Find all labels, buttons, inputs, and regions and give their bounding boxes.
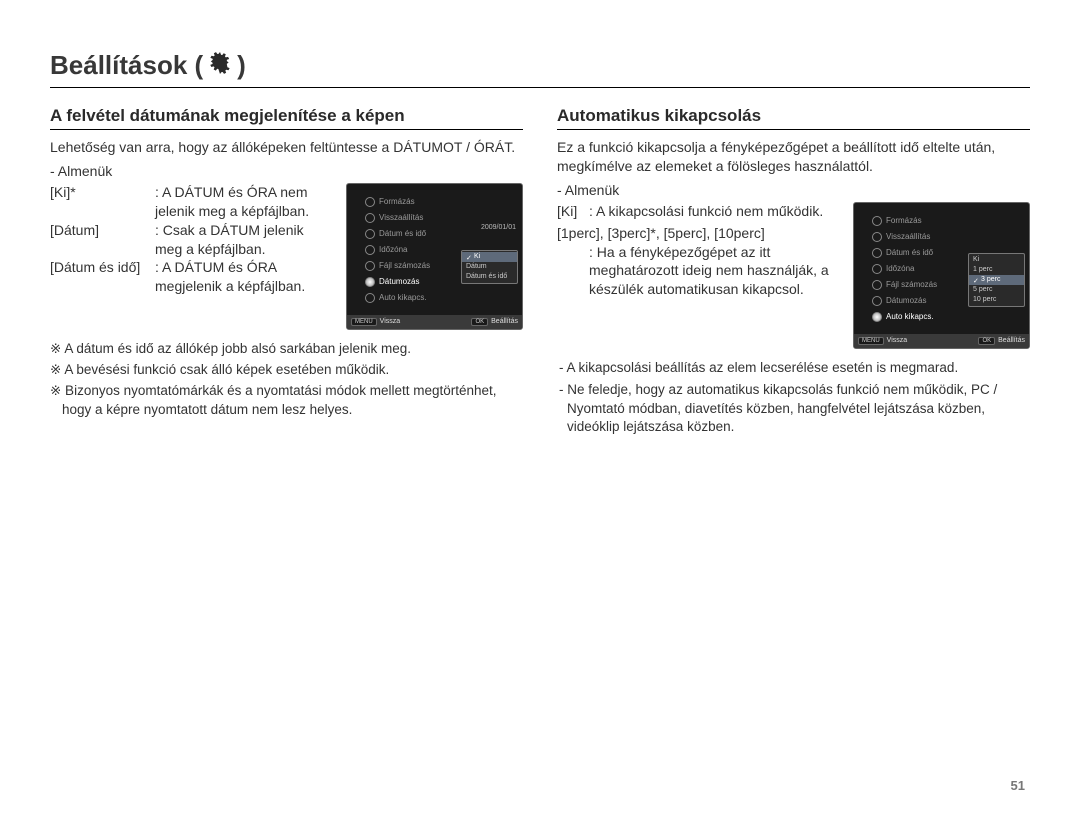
option-desc: : A DÁTUM és ÓRA megjelenik a képfájlban…	[155, 258, 334, 296]
note-line: ※ A bevésési funkció csak álló képek ese…	[50, 361, 523, 380]
left-option-row: [Dátum] : Csak a DÁTUM jelenik meg a kép…	[50, 221, 334, 259]
camera-lcd-left: Formázás Visszaállítás Dátum és idő Időz…	[346, 183, 523, 330]
ok-button-icon: OK	[471, 318, 488, 326]
right-options: [Ki] : A kikapcsolási funkció nem működi…	[557, 202, 841, 299]
note-line: ※ Bizonyos nyomtatómárkák és a nyomtatás…	[50, 382, 523, 420]
option-desc: : Csak a DÁTUM jelenik meg a képfájlban.	[155, 221, 334, 259]
check-icon: ✓	[466, 254, 472, 260]
lcd-popup-item: Dátum	[462, 262, 517, 272]
radio-icon	[872, 216, 882, 226]
note-line: ※ A dátum és idő az állókép jobb alsó sa…	[50, 340, 523, 359]
radio-icon	[872, 248, 882, 258]
left-option-row: [Dátum és idő] : A DÁTUM és ÓRA megjelen…	[50, 258, 334, 296]
option-key: [Dátum és idő]	[50, 258, 155, 296]
left-option-row: [Ki]* : A DÁTUM és ÓRA nem jelenik meg a…	[50, 183, 334, 221]
ok-button-icon: OK	[978, 337, 995, 345]
radio-icon	[365, 261, 375, 271]
lcd-menu-item: Formázás	[365, 194, 516, 210]
lcd-popup-item: 1 perc	[969, 265, 1024, 275]
bullet-line: - Ne feledje, hogy az automatikus kikapc…	[557, 381, 1030, 438]
right-submenu-label: - Almenük	[557, 182, 1030, 198]
left-column: A felvétel dátumának megjelenítése a kép…	[50, 106, 523, 443]
gear-icon	[209, 50, 231, 81]
radio-icon	[872, 296, 882, 306]
page-number: 51	[1011, 778, 1025, 793]
left-options: [Ki]* : A DÁTUM és ÓRA nem jelenik meg a…	[50, 183, 334, 296]
manual-page: Beállítások ( ) A felvétel dátumának meg…	[0, 0, 1080, 815]
lcd-popup-item: ✓3 perc	[969, 275, 1024, 285]
radio-icon	[365, 245, 375, 255]
radio-icon	[365, 197, 375, 207]
left-heading: A felvétel dátumának megjelenítése a kép…	[50, 106, 523, 130]
camera-lcd-right: Formázás Visszaállítás Dátum és idő Időz…	[853, 202, 1030, 349]
left-notes: ※ A dátum és idő az állókép jobb alsó sa…	[50, 340, 523, 420]
right-column: Automatikus kikapcsolás Ez a funkció kik…	[557, 106, 1030, 443]
lcd-ok-label: Beállítás	[491, 318, 518, 325]
radio-icon	[872, 264, 882, 274]
option-desc: : A kikapcsolási funkció nem működik.	[589, 202, 841, 221]
lcd-menu-item: Auto kikapcs.	[365, 290, 516, 306]
right-heading: Automatikus kikapcsolás	[557, 106, 1030, 130]
lcd-footer: MENU Vissza OK Beállítás	[347, 315, 522, 329]
title-suffix: )	[237, 50, 246, 81]
bullet-line: - A kikapcsolási beállítás az elem lecse…	[557, 359, 1030, 378]
lcd-popup-item: Dátum és idő	[462, 272, 517, 282]
left-submenu-label: - Almenük	[50, 163, 523, 179]
option-key: [Ki]	[557, 202, 589, 221]
option-desc: : Ha a fényképezőgépet az itt meghatároz…	[557, 243, 841, 300]
lcd-menu-item: Visszaállítás	[872, 229, 1023, 245]
lcd-popup-item: 5 perc	[969, 285, 1024, 295]
lcd-ok-label: Beállítás	[998, 337, 1025, 344]
option-key: [1perc], [3perc]*, [5perc], [10perc]	[557, 224, 841, 243]
lcd-popup-item: ✓Ki	[462, 252, 517, 262]
right-submenu-block: [Ki] : A kikapcsolási funkció nem működi…	[557, 202, 1030, 349]
left-submenu-block: [Ki]* : A DÁTUM és ÓRA nem jelenik meg a…	[50, 183, 523, 330]
lcd-popup: Ki 1 perc ✓3 perc 5 perc 10 perc	[968, 253, 1025, 307]
lcd-popup-item: Ki	[969, 255, 1024, 265]
radio-icon	[365, 213, 375, 223]
radio-icon	[365, 277, 375, 287]
right-option-row: [1perc], [3perc]*, [5perc], [10perc] : H…	[557, 224, 841, 300]
option-key: [Ki]*	[50, 183, 155, 221]
lcd-menu-item: Formázás	[872, 213, 1023, 229]
right-option-row: [Ki] : A kikapcsolási funkció nem működi…	[557, 202, 841, 221]
lcd-popup: ✓Ki Dátum Dátum és idő	[461, 250, 518, 284]
lcd-menu-item: Auto kikapcs.	[872, 309, 1023, 325]
option-desc: : A DÁTUM és ÓRA nem jelenik meg a képfá…	[155, 183, 334, 221]
radio-icon	[365, 293, 375, 303]
left-intro: Lehetőség van arra, hogy az állóképeken …	[50, 138, 523, 157]
menu-button-icon: MENU	[351, 318, 377, 326]
title-prefix: Beállítások (	[50, 50, 203, 81]
radio-icon	[872, 232, 882, 242]
menu-button-icon: MENU	[858, 337, 884, 345]
lcd-back-label: Vissza	[380, 318, 401, 325]
check-icon: ✓	[973, 277, 979, 283]
right-intro: Ez a funkció kikapcsolja a fényképezőgép…	[557, 138, 1030, 176]
lcd-back-label: Vissza	[887, 337, 908, 344]
radio-icon	[365, 229, 375, 239]
page-title: Beállítások ( )	[50, 50, 1030, 88]
lcd-footer: MENU Vissza OK Beállítás	[854, 334, 1029, 348]
lcd-popup-item: 10 perc	[969, 295, 1024, 305]
right-bullets: - A kikapcsolási beállítás az elem lecse…	[557, 359, 1030, 438]
radio-icon	[872, 280, 882, 290]
content-columns: A felvétel dátumának megjelenítése a kép…	[50, 106, 1030, 443]
option-key: [Dátum]	[50, 221, 155, 259]
radio-icon	[872, 312, 882, 322]
lcd-date-badge: 2009/01/01	[481, 224, 516, 231]
